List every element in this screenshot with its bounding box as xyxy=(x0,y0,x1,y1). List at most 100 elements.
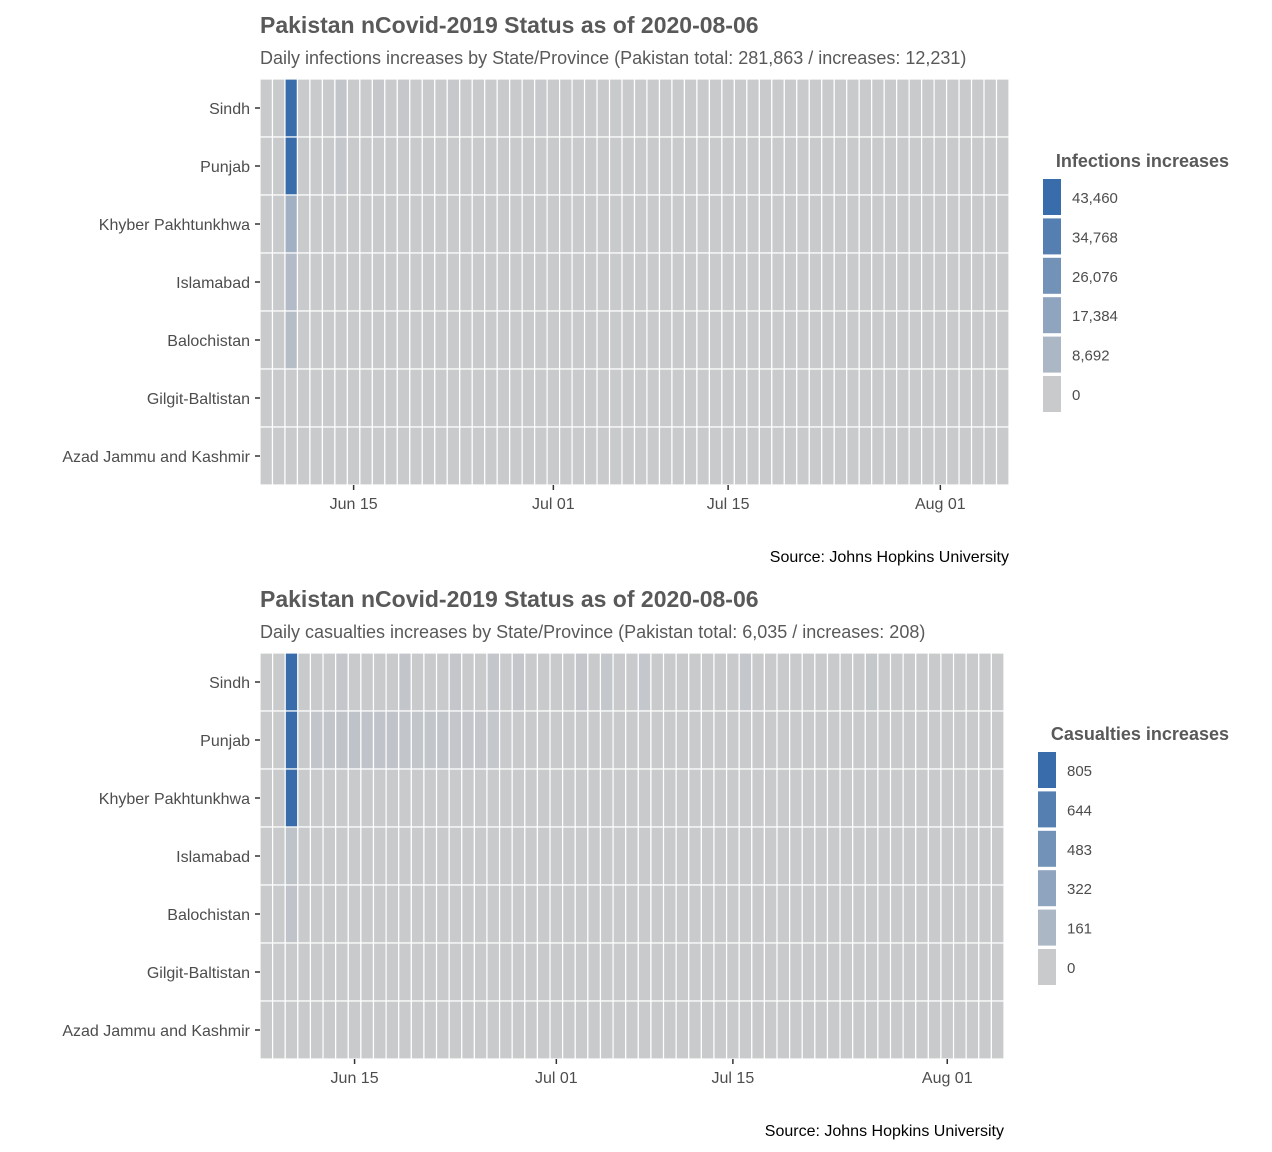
heatmap-cell xyxy=(558,426,573,486)
heatmap-cell xyxy=(596,194,611,254)
heatmap-cell xyxy=(558,136,573,196)
heatmap-cell xyxy=(814,942,829,1002)
heatmap-cell xyxy=(384,310,398,370)
heatmap-cell xyxy=(801,710,816,770)
heatmap-cell xyxy=(733,426,748,486)
heatmap-cell xyxy=(259,652,274,712)
heatmap-cell xyxy=(371,310,386,370)
heatmap-cell xyxy=(259,252,274,312)
heatmap-cell xyxy=(423,942,438,1002)
heatmap-cell xyxy=(546,310,561,370)
heatmap-cell xyxy=(612,884,627,944)
heatmap-cell xyxy=(372,884,387,944)
heatmap-cell xyxy=(683,368,698,428)
heatmap-cell xyxy=(688,652,702,712)
heatmap-cell xyxy=(562,884,576,944)
heatmap-cell xyxy=(725,768,740,828)
heatmap-cell xyxy=(335,884,349,944)
heatmap-cell xyxy=(521,368,536,428)
heatmap-cell xyxy=(658,426,673,486)
heatmap-cell xyxy=(625,1000,639,1060)
heatmap-cell xyxy=(498,652,513,712)
heatmap-cell xyxy=(459,310,473,370)
heatmap-cell xyxy=(297,710,312,770)
heatmap-cell xyxy=(783,78,798,138)
heatmap-cell xyxy=(696,310,710,370)
heatmap-cell xyxy=(877,826,892,886)
heatmap-cell xyxy=(596,136,611,196)
heatmap-cell xyxy=(471,368,486,428)
legend-key xyxy=(1038,791,1056,828)
heatmap-cell xyxy=(621,368,636,428)
heatmap-cell xyxy=(801,768,816,828)
heatmap-cell xyxy=(534,194,548,254)
heatmap-cell xyxy=(309,826,324,886)
heatmap-cell xyxy=(896,194,910,254)
heatmap-cell xyxy=(574,652,589,712)
heatmap-cell xyxy=(534,368,548,428)
heatmap-cell xyxy=(410,1000,425,1060)
heatmap-cell xyxy=(908,426,923,486)
chart-caption: Source: Johns Hopkins University xyxy=(770,549,1009,566)
heatmap-cell xyxy=(621,78,636,138)
heatmap-cell xyxy=(296,426,311,486)
heatmap-cell xyxy=(852,652,866,712)
heatmap-cell xyxy=(509,368,523,428)
heatmap-cell xyxy=(671,368,686,428)
heatmap-cell xyxy=(558,252,573,312)
heatmap-cell xyxy=(321,194,336,254)
heatmap-cell xyxy=(721,368,735,428)
heatmap-cell xyxy=(776,1000,791,1060)
heatmap-cell xyxy=(839,942,854,1002)
heatmap-cell xyxy=(927,942,942,1002)
heatmap-cell xyxy=(662,710,677,770)
heatmap-cell xyxy=(509,194,523,254)
heatmap-cell xyxy=(921,252,935,312)
heatmap-cell xyxy=(927,884,942,944)
heatmap-cell xyxy=(296,252,311,312)
heatmap-cell xyxy=(421,78,436,138)
heatmap-cell xyxy=(821,136,835,196)
heatmap-cell xyxy=(746,194,760,254)
heatmap-cell xyxy=(448,1000,463,1060)
heatmap-cell xyxy=(284,652,299,712)
heatmap-cell xyxy=(646,368,661,428)
heatmap-cell xyxy=(549,652,564,712)
heatmap-cell xyxy=(789,710,803,770)
heatmap-cell xyxy=(434,252,448,312)
heatmap-cell xyxy=(908,78,923,138)
heatmap-cell xyxy=(372,768,387,828)
legend-label: 644 xyxy=(1067,802,1092,819)
heatmap-cell xyxy=(459,194,473,254)
heatmap-cell xyxy=(534,78,548,138)
heatmap-cell xyxy=(583,78,598,138)
heatmap-cell xyxy=(360,826,375,886)
heatmap-cell xyxy=(322,826,337,886)
heatmap-cell xyxy=(322,652,337,712)
heatmap-cell xyxy=(771,252,785,312)
heatmap-cell xyxy=(496,194,511,254)
heatmap-cell xyxy=(877,942,892,1002)
y-tick-label: Khyber Pakhtunkhwa xyxy=(99,217,250,234)
heatmap-cell xyxy=(889,826,904,886)
heatmap-cell xyxy=(746,136,760,196)
heatmap-cell xyxy=(409,136,423,196)
heatmap-cell xyxy=(708,136,723,196)
chart-subtitle: Daily infections increases by State/Prov… xyxy=(260,48,966,68)
heatmap-cell xyxy=(625,768,639,828)
heatmap-cell xyxy=(587,942,602,1002)
heatmap-cell xyxy=(321,426,336,486)
heatmap-cell xyxy=(271,252,286,312)
legend-key xyxy=(1038,870,1056,907)
heatmap-cell xyxy=(384,252,398,312)
heatmap-cell xyxy=(970,310,985,370)
heatmap-cell xyxy=(738,942,753,1002)
heatmap-cell xyxy=(708,426,723,486)
heatmap-cell xyxy=(596,368,611,428)
heatmap-cell xyxy=(983,194,998,254)
heatmap-cell xyxy=(423,1000,438,1060)
heatmap-cell xyxy=(789,652,803,712)
heatmap-cell xyxy=(852,942,866,1002)
heatmap-cell xyxy=(448,710,463,770)
heatmap-cell xyxy=(359,368,373,428)
